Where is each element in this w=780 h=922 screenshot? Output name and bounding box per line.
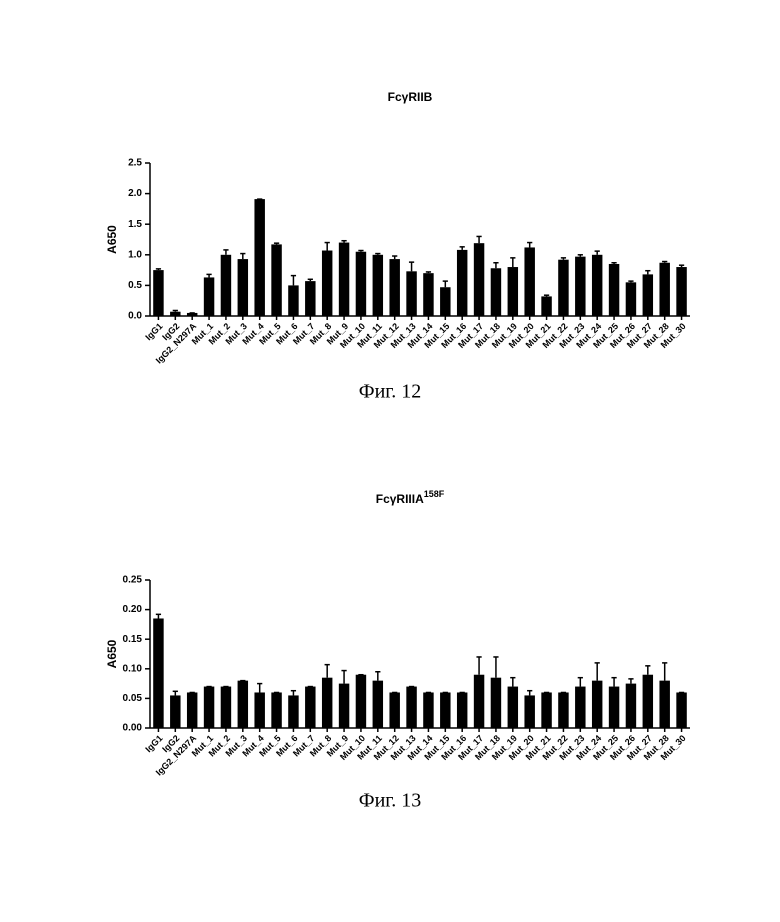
page: FcγRIIB A650 Фиг. 12 0.0 0.5 1.0 1.5 2.0 2.5 IgG1… xyxy=(0,0,780,922)
bar xyxy=(524,695,534,728)
bar xyxy=(389,259,399,316)
bar xyxy=(288,285,298,316)
chart-title: FcγRIIB xyxy=(388,90,433,104)
y-tick-label: 0.05 xyxy=(123,693,143,704)
bar xyxy=(626,684,636,728)
x-tick-label: IgG1 xyxy=(143,321,164,342)
bar xyxy=(322,678,332,728)
bar xyxy=(271,244,281,316)
bar xyxy=(305,687,315,728)
x-tick-label: IgG1 xyxy=(143,733,164,754)
bar xyxy=(238,259,248,316)
title-superscript: 158F xyxy=(424,489,445,499)
bar xyxy=(609,264,619,316)
bar xyxy=(474,675,484,728)
bar xyxy=(524,247,534,316)
y-tick-label: 2.5 xyxy=(128,158,142,169)
bar xyxy=(406,271,416,316)
chart-title: FcγRIIIA158F xyxy=(376,489,445,506)
bar xyxy=(254,692,264,728)
bar xyxy=(575,687,585,728)
bar xyxy=(238,681,248,728)
y-tick-label: 1.0 xyxy=(128,249,142,260)
bar xyxy=(204,687,214,728)
bar xyxy=(373,255,383,316)
bar xyxy=(356,675,366,728)
bar xyxy=(440,692,450,728)
figure-caption: Фиг. 13 xyxy=(359,790,421,812)
y-tick-label: 0.20 xyxy=(123,604,143,615)
bar xyxy=(491,268,501,316)
bar xyxy=(626,282,636,316)
bar xyxy=(491,678,501,728)
bar xyxy=(170,695,180,728)
bar xyxy=(440,287,450,316)
y-tick-label: 0.5 xyxy=(128,280,142,291)
bar xyxy=(204,277,214,316)
bar xyxy=(389,692,399,728)
bar xyxy=(457,692,467,728)
bar xyxy=(659,263,669,316)
y-tick-label: 2.0 xyxy=(128,188,142,199)
y-axis-label: A650 xyxy=(105,639,119,668)
bar xyxy=(423,692,433,728)
bar xyxy=(254,199,264,316)
bar xyxy=(659,681,669,728)
bar xyxy=(643,675,653,728)
y-axis-label: A650 xyxy=(105,225,119,254)
bar xyxy=(406,687,416,728)
bar xyxy=(676,267,686,316)
y-tick-label: 0.10 xyxy=(123,663,143,674)
bar xyxy=(541,692,551,728)
bar xyxy=(508,687,518,728)
bar xyxy=(643,274,653,316)
bar xyxy=(575,257,585,316)
y-tick-label: 0.00 xyxy=(123,723,143,734)
bar xyxy=(153,618,163,728)
bar xyxy=(676,692,686,728)
bar xyxy=(457,250,467,316)
bar xyxy=(423,273,433,316)
bar xyxy=(592,255,602,316)
bar xyxy=(221,687,231,728)
bar xyxy=(356,252,366,316)
bar xyxy=(609,687,619,728)
bar xyxy=(322,251,332,316)
y-tick-label: 0.15 xyxy=(123,634,143,645)
y-tick-label: 1.5 xyxy=(128,219,142,230)
bar xyxy=(339,243,349,316)
bar xyxy=(541,296,551,316)
bar xyxy=(221,255,231,316)
bar xyxy=(288,695,298,728)
bar xyxy=(271,692,281,728)
bar xyxy=(187,313,197,316)
bar xyxy=(339,684,349,728)
bar xyxy=(508,267,518,316)
bar xyxy=(474,243,484,316)
bar xyxy=(592,681,602,728)
bar xyxy=(153,270,163,316)
bar xyxy=(305,281,315,316)
bar xyxy=(187,692,197,728)
bar xyxy=(373,681,383,728)
y-tick-label: 0.25 xyxy=(123,575,143,586)
figure-caption: Фиг. 12 xyxy=(359,381,421,403)
y-tick-label: 0.0 xyxy=(128,311,142,322)
bar xyxy=(558,260,568,316)
bar xyxy=(558,692,568,728)
bar xyxy=(170,312,180,316)
